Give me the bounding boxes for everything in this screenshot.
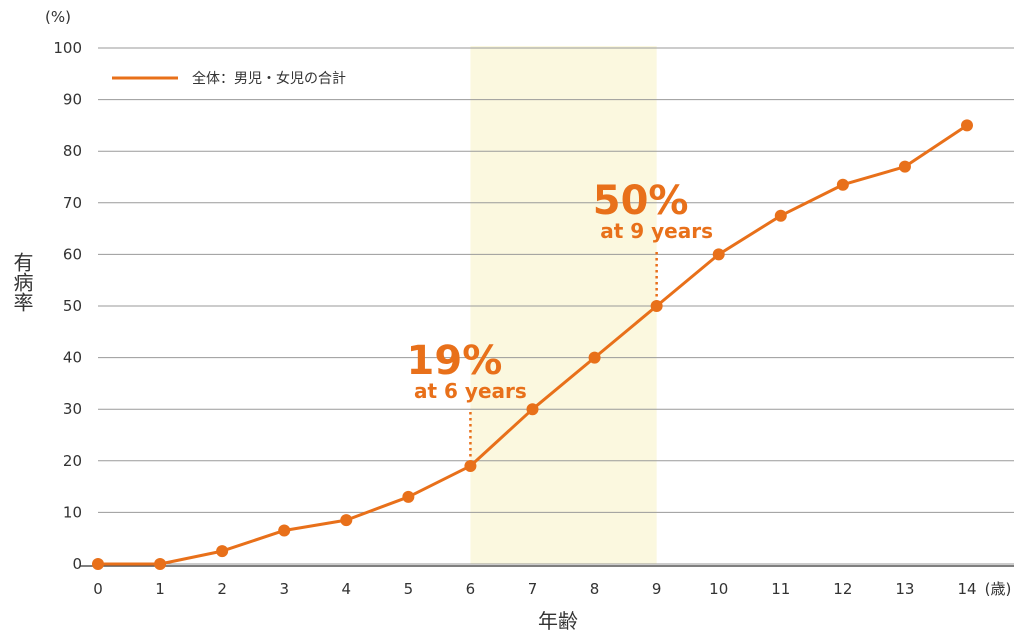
y-tick-label: 30: [63, 400, 82, 418]
data-point: [216, 545, 228, 557]
legend: 全体：男児・女児の合計: [112, 70, 346, 87]
x-tick-label: 10: [709, 580, 728, 598]
annotation-value: 19%: [407, 338, 503, 384]
x-tick-label: 0: [93, 580, 103, 598]
x-tick-label: 8: [590, 580, 600, 598]
x-tick-label: 9: [652, 580, 662, 598]
y-axis-title: 有病率: [10, 252, 34, 312]
y-tick-label: 100: [53, 39, 82, 57]
x-tick-label: 14: [957, 580, 976, 598]
data-point: [837, 179, 849, 191]
data-point: [92, 558, 104, 570]
data-point: [899, 161, 911, 173]
y-tick-label: 90: [63, 91, 82, 109]
x-tick-label: 4: [342, 580, 352, 598]
x-tick-label: 7: [528, 580, 538, 598]
data-point: [527, 403, 539, 415]
x-tick-label: 6: [466, 580, 476, 598]
data-point: [775, 210, 787, 222]
x-tick-label: 11: [771, 580, 790, 598]
x-tick-label: 1: [155, 580, 165, 598]
annotation-value: 50%: [593, 178, 689, 224]
x-tick-label: 3: [279, 580, 289, 598]
x-tick-label: 2: [217, 580, 227, 598]
x-axis-unit: (歳): [985, 580, 1012, 598]
highlight-band: [470, 46, 656, 564]
y-tick-label: 40: [63, 349, 82, 367]
annotation-caption: at 6 years: [414, 379, 527, 403]
y-tick-label: 10: [63, 503, 82, 521]
data-point: [402, 491, 414, 503]
y-axis-unit: (%): [45, 8, 71, 26]
y-tick-label: 0: [72, 555, 82, 573]
data-point: [340, 514, 352, 526]
data-point: [961, 119, 973, 131]
data-point: [713, 248, 725, 260]
data-point: [464, 460, 476, 472]
data-point: [278, 524, 290, 536]
x-axis-title: 年齢: [538, 609, 578, 633]
legend-label: 全体：男児・女児の合計: [192, 70, 346, 87]
data-point: [651, 300, 663, 312]
data-point: [589, 352, 601, 364]
y-tick-label: 70: [63, 194, 82, 212]
data-point: [154, 558, 166, 570]
x-tick-label: 13: [895, 580, 914, 598]
x-tick-label: 12: [833, 580, 852, 598]
y-tick-label: 60: [63, 245, 82, 263]
x-tick-label: 5: [404, 580, 414, 598]
y-tick-label: 20: [63, 452, 82, 470]
y-tick-label: 80: [63, 142, 82, 160]
annotation-caption: at 9 years: [600, 219, 713, 243]
y-tick-label: 50: [63, 297, 82, 315]
